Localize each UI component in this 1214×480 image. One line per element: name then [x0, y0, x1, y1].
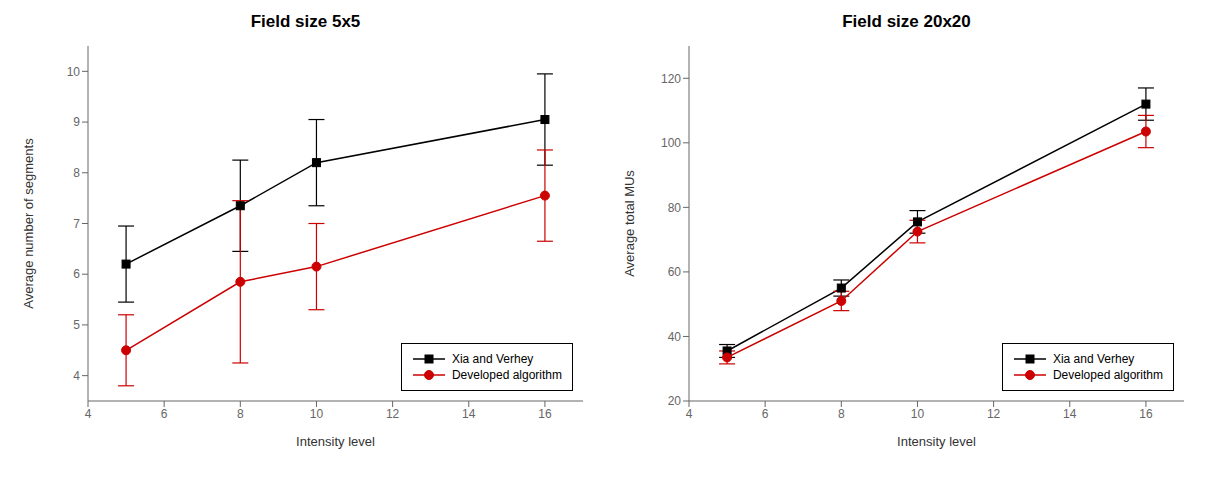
svg-text:4: 4 — [686, 407, 693, 421]
svg-text:12: 12 — [987, 407, 1001, 421]
svg-text:5: 5 — [73, 318, 80, 332]
svg-text:8: 8 — [73, 166, 80, 180]
html-text:Field size 20x20: Field size 20x20 — [842, 12, 971, 31]
svg-text:8: 8 — [237, 407, 244, 421]
html-text:Xia and Verhey: Xia and Verhey — [1052, 352, 1135, 366]
svg-text:14: 14 — [1063, 407, 1077, 421]
svg-text:4: 4 — [73, 369, 80, 383]
html-text:Field size 5x5: Field size 5x5 — [250, 12, 361, 31]
svg-text:8: 8 — [838, 407, 845, 421]
svg-text:Intensity level: Intensity level — [296, 434, 375, 449]
svg-text:20: 20 — [668, 394, 682, 408]
svg-text:7: 7 — [73, 217, 80, 231]
svg-text:80: 80 — [668, 201, 682, 215]
svg-text:6: 6 — [762, 407, 769, 421]
svg-text:9: 9 — [73, 115, 80, 129]
html-text:Xia and Verhey: Xia and Verhey — [451, 352, 534, 366]
svg-text:10: 10 — [911, 407, 925, 421]
svg-text:Average number of segments: Average number of segments — [21, 138, 36, 309]
svg-text:100: 100 — [661, 136, 681, 150]
svg-text:Average total MUs: Average total MUs — [622, 170, 637, 277]
svg-text:6: 6 — [161, 407, 168, 421]
html-text:Developed algorithm: Developed algorithm — [451, 368, 562, 382]
svg-text:120: 120 — [661, 72, 681, 86]
svg-text:6: 6 — [73, 267, 80, 281]
html-text:Developed algorithm: Developed algorithm — [1052, 368, 1163, 382]
svg-text:16: 16 — [538, 407, 552, 421]
svg-text:Intensity level: Intensity level — [897, 434, 976, 449]
svg-text:10: 10 — [67, 65, 81, 79]
svg-text:16: 16 — [1139, 407, 1153, 421]
svg-text:4: 4 — [85, 407, 92, 421]
svg-text:14: 14 — [462, 407, 476, 421]
svg-text:40: 40 — [668, 330, 682, 344]
svg-text:12: 12 — [386, 407, 400, 421]
svg-text:10: 10 — [310, 407, 324, 421]
svg-text:60: 60 — [668, 265, 682, 279]
